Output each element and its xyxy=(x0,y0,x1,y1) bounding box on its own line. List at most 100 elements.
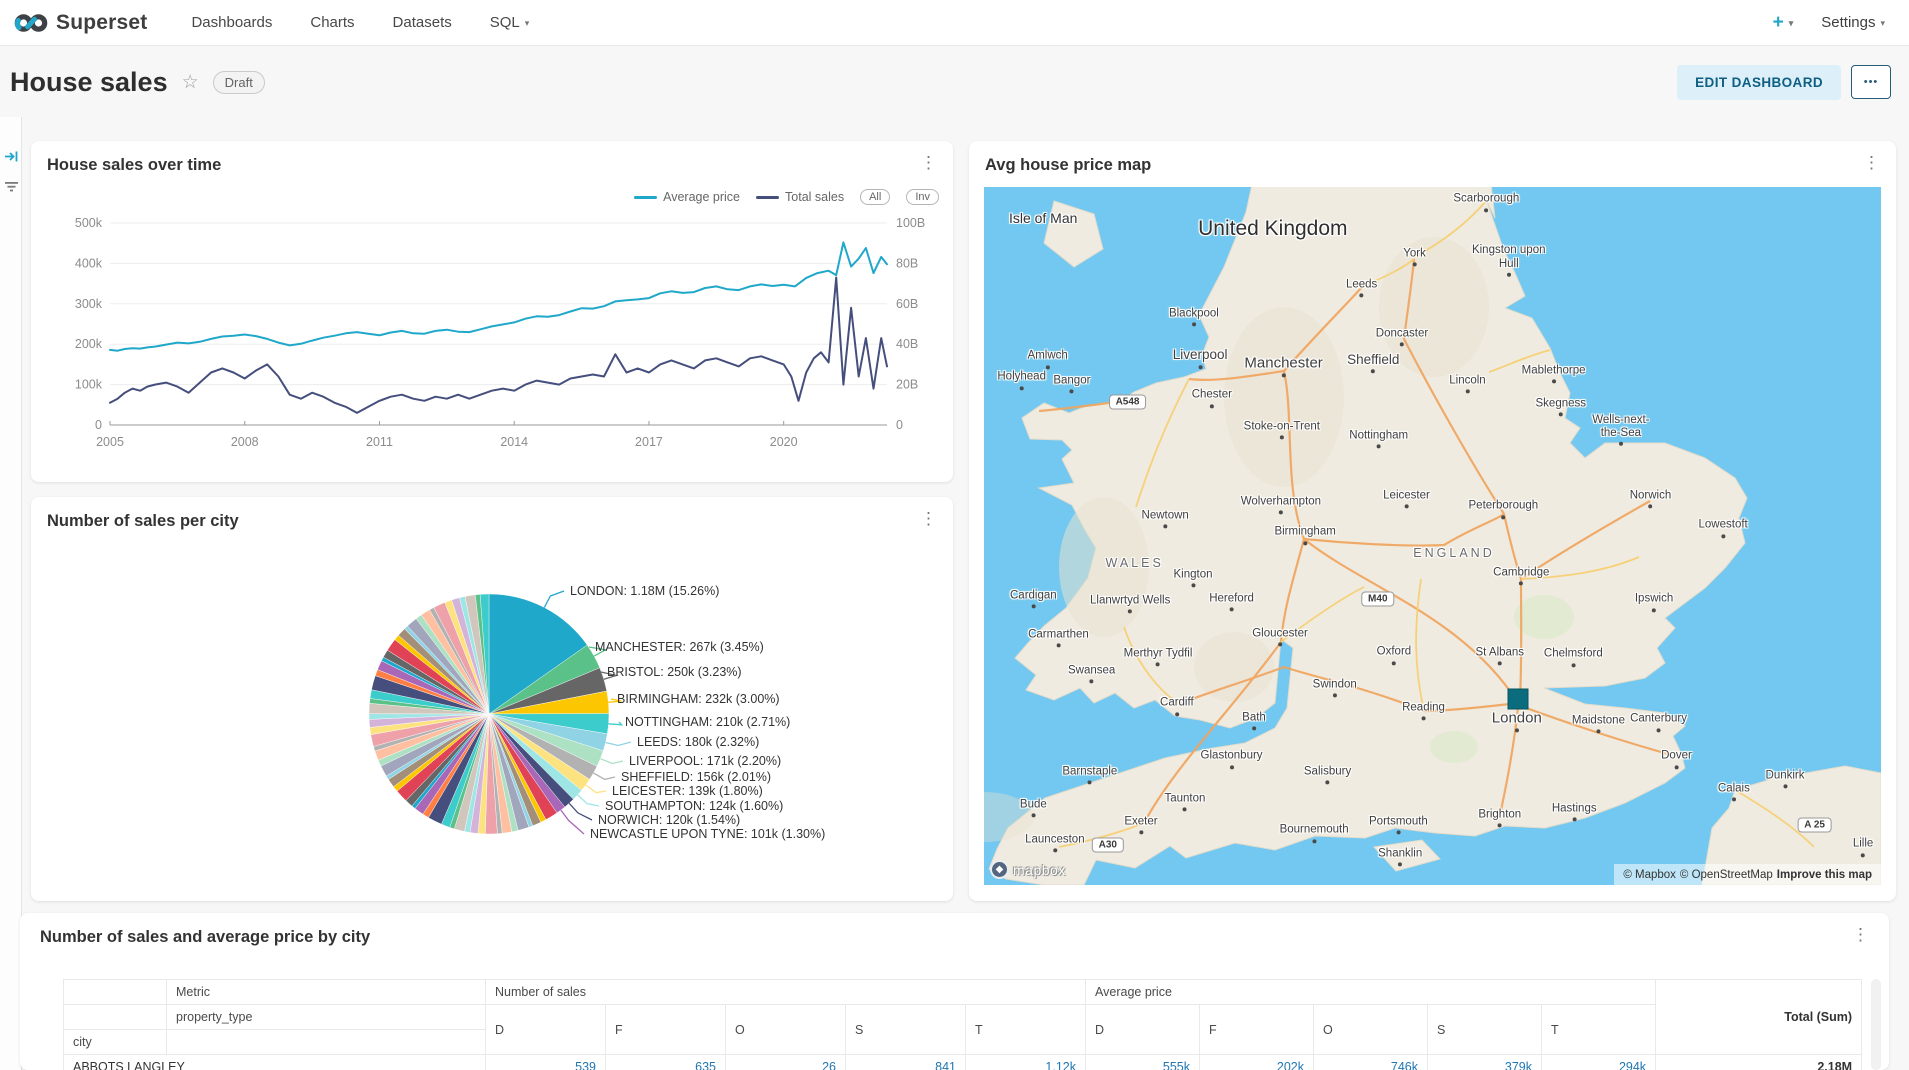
property-type-header: property_type xyxy=(166,1004,486,1030)
map-city-label: Manchester xyxy=(1244,354,1323,378)
map-city-label: Bude xyxy=(1020,799,1047,818)
attribution-mapbox[interactable]: © Mapbox xyxy=(1623,868,1676,881)
svg-text:2020: 2020 xyxy=(770,435,798,449)
pie-label: LEEDS: 180k (2.32%) xyxy=(637,735,759,749)
nav-item-charts[interactable]: Charts xyxy=(310,14,355,31)
mapbox-logo[interactable]: ◆ mapbox xyxy=(990,860,1066,879)
legend-item-total-sales[interactable]: Total sales xyxy=(756,190,844,204)
chart-menu-kebab-icon[interactable]: ⋮ xyxy=(1852,925,1869,944)
more-options-button[interactable]: ••• xyxy=(1851,65,1891,99)
legend-inv-button[interactable]: Inv xyxy=(906,189,939,205)
settings-menu[interactable]: Settings ▾ xyxy=(1821,14,1885,31)
map-city-label: Swindon xyxy=(1313,679,1357,698)
attribution-osm[interactable]: © OpenStreetMap xyxy=(1679,868,1773,881)
filter-funnel-icon[interactable] xyxy=(4,180,19,194)
map-city-label: St Albans xyxy=(1475,646,1524,666)
road-badge: M40 xyxy=(1361,591,1395,607)
svg-text:500k: 500k xyxy=(75,216,103,230)
pie-label: SOUTHAMPTON: 124k (1.60%) xyxy=(605,799,783,813)
expand-filter-bar-icon[interactable] xyxy=(4,149,19,164)
map-city-label: Lille xyxy=(1853,838,1873,857)
pie-label: NEWCASTLE UPON TYNE: 101k (1.30%) xyxy=(590,827,825,841)
pie-slice[interactable] xyxy=(479,593,490,715)
map-city-label: Hastings xyxy=(1552,802,1597,822)
subcol-header: F xyxy=(605,1004,726,1055)
map-city-label: Maidstone xyxy=(1572,714,1625,734)
map-city-label: Sheffield xyxy=(1347,352,1399,374)
price-value-cell: 202k xyxy=(1199,1054,1315,1070)
map-city-label: Cardiff xyxy=(1160,697,1194,716)
legend-item-average-price[interactable]: Average price xyxy=(634,190,740,204)
legend-swatch xyxy=(756,195,780,199)
map-city-label: Bangor xyxy=(1053,374,1090,394)
nav-item-dashboards[interactable]: Dashboards xyxy=(191,14,273,31)
legend-all-button[interactable]: All xyxy=(860,189,891,205)
dashboard-header: House sales ☆ Draft EDIT DASHBOARD ••• xyxy=(0,47,1909,117)
superset-logo[interactable]: Superset xyxy=(14,11,147,35)
svg-text:2011: 2011 xyxy=(366,435,393,449)
sales-value-cell: 841 xyxy=(845,1054,966,1070)
map-canvas[interactable]: United Kingdom Isle of Man ENGLAND WALES Sca… xyxy=(984,187,1881,885)
status-badge: Draft xyxy=(212,70,265,94)
city-cell: ABBOTS LANGLEY xyxy=(63,1054,486,1070)
pie-label: NORWICH: 120k (1.54%) xyxy=(598,813,740,827)
map-city-label: Holyhead xyxy=(997,371,1046,390)
pie-label: LONDON: 1.18M (15.26%) xyxy=(570,584,719,598)
pivot-table: Metric Number of sales Average price Tot… xyxy=(63,979,1863,1070)
svg-text:0: 0 xyxy=(95,418,102,432)
group-header-average-price: Average price xyxy=(1085,979,1657,1005)
table-row: ABBOTS LANGLEY 539 635 26 841 1.12k 555k 202k 74… xyxy=(63,1054,1863,1070)
favorite-star-icon[interactable]: ☆ xyxy=(181,71,199,93)
chart-menu-kebab-icon[interactable]: ⋮ xyxy=(920,509,937,528)
city-header: city xyxy=(63,1029,167,1055)
map-city-label: Birmingham xyxy=(1274,526,1336,545)
chart-menu-kebab-icon[interactable]: ⋮ xyxy=(1863,153,1880,172)
svg-text:2017: 2017 xyxy=(635,435,663,449)
subcol-header: O xyxy=(725,1004,846,1055)
table-scrollbar[interactable] xyxy=(1871,979,1881,1070)
map-city-label: Reading xyxy=(1402,701,1445,721)
chart-card-avg-house-price-map: Avg house price map ⋮ xyxy=(969,141,1896,901)
brand-name: Superset xyxy=(56,10,148,34)
chart-card-number-of-sales-per-city: Number of sales per city ⋮ LONDON: 1.18M… xyxy=(31,497,953,901)
svg-text:20B: 20B xyxy=(896,378,918,392)
sales-value-cell: 1.12k xyxy=(964,1054,1087,1070)
metric-header: Metric xyxy=(166,979,486,1005)
map-city-label: Lowestoft xyxy=(1699,519,1748,538)
svg-text:100B: 100B xyxy=(896,216,925,230)
map-city-label: Shanklin xyxy=(1378,847,1422,867)
map-city-label: Dover xyxy=(1661,750,1692,769)
pie-label: SHEFFIELD: 156k (2.01%) xyxy=(621,770,771,784)
new-item-button[interactable]: + ▾ xyxy=(1772,11,1794,33)
price-value-cell: 555k xyxy=(1085,1054,1201,1070)
map-city-label: Merthyr Tydfil xyxy=(1124,647,1192,667)
sales-value-cell: 635 xyxy=(605,1054,726,1070)
pie-label: NOTTINGHAM: 210k (2.71%) xyxy=(625,715,790,729)
timeseries-plot[interactable]: 0 0 100k 20B 200k 40B 300k 60B 400k 80B 500k 100B 20… xyxy=(31,203,953,478)
map-city-label: Portsmouth xyxy=(1369,815,1428,835)
map-city-label: Skegness xyxy=(1536,397,1586,417)
nav-item-datasets[interactable]: Datasets xyxy=(392,14,452,31)
map-city-label: Salisbury xyxy=(1304,765,1351,785)
map-region-label: United Kingdom xyxy=(1198,216,1348,240)
nav-item-sql[interactable]: SQL ▾ xyxy=(489,14,530,31)
nav-menu: Dashboards Charts Datasets SQL ▾ xyxy=(191,14,529,31)
subcol-header: D xyxy=(485,1004,606,1055)
pie-label: LIVERPOOL: 171k (2.20%) xyxy=(629,754,781,768)
map-city-label: Gloucester xyxy=(1252,627,1308,647)
map-city-label: Cardigan xyxy=(1010,589,1057,609)
pie-plot[interactable]: LONDON: 1.18M (15.26%) MANCHESTER: 267k (… xyxy=(31,537,953,897)
pie-label: BIRMINGHAM: 232k (3.00%) xyxy=(617,692,780,706)
price-value-cell: 746k xyxy=(1313,1054,1429,1070)
improve-map-link[interactable]: Improve this map xyxy=(1776,868,1872,881)
edit-dashboard-button[interactable]: EDIT DASHBOARD xyxy=(1677,64,1841,100)
map-city-label: Bath xyxy=(1242,711,1266,731)
pie-slice[interactable] xyxy=(488,593,588,715)
subcol-header: F xyxy=(1199,1004,1315,1055)
corner-cell xyxy=(63,979,167,1005)
chart-title: Number of sales and average price by cit… xyxy=(40,928,371,946)
chart-menu-kebab-icon[interactable]: ⋮ xyxy=(920,153,937,172)
map-region-label: WALES xyxy=(1105,556,1164,571)
svg-text:2014: 2014 xyxy=(500,435,528,449)
chart-card-pivot-table: Number of sales and average price by cit… xyxy=(20,913,1889,1070)
